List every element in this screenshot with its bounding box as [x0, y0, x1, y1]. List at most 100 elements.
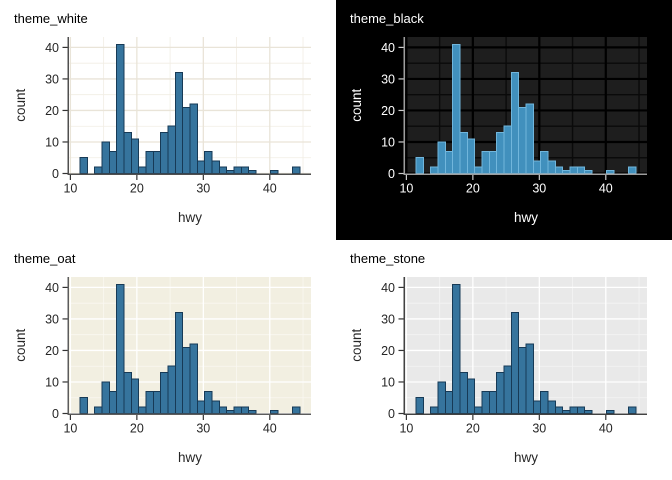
y-tick-label: 20	[45, 104, 59, 118]
bar	[240, 166, 250, 174]
bar	[466, 378, 476, 415]
bar	[167, 125, 176, 174]
bar	[152, 150, 162, 174]
y-tick-label: 40	[381, 41, 395, 55]
bar	[174, 72, 184, 174]
x-tick-label: 10	[399, 422, 413, 436]
panel-theme_white: theme_white 10 20 30 40 0 10 20 30 40 hwy count	[0, 0, 336, 240]
bar	[415, 157, 424, 175]
bar	[547, 160, 556, 174]
bar	[233, 406, 242, 414]
panel-title-theme_black: theme_black	[350, 11, 424, 26]
x-axis-label: hwy	[514, 210, 538, 225]
bar	[218, 406, 228, 414]
panel-title-theme_white: theme_white	[14, 11, 88, 26]
bar	[415, 397, 424, 415]
histogram-bars	[79, 283, 301, 415]
bar	[123, 372, 132, 415]
x-axis-ticks: 10 20 30 40	[399, 415, 613, 436]
bar	[240, 406, 250, 414]
x-tick-label: 30	[196, 182, 210, 196]
bar	[532, 160, 542, 174]
bar	[628, 406, 637, 414]
y-tick-label: 30	[381, 312, 395, 326]
bar	[182, 346, 191, 414]
panel-theme_oat: theme_oat 10 20 30 40 0 10 20 30 40 hwy count	[0, 240, 336, 480]
x-tick-label: 20	[130, 422, 144, 436]
bar	[196, 400, 206, 414]
histogram-bars	[79, 43, 301, 175]
bar	[488, 150, 498, 174]
x-tick-label: 20	[466, 182, 480, 196]
bar	[503, 365, 512, 414]
y-axis-label: count	[13, 328, 28, 361]
bar	[123, 132, 132, 175]
bar	[459, 132, 468, 175]
bar	[108, 150, 118, 174]
bar	[606, 409, 615, 415]
x-tick-label: 30	[532, 422, 546, 436]
y-tick-label: 0	[388, 167, 395, 181]
bar	[518, 346, 527, 414]
bar	[444, 150, 454, 174]
panel-theme_black: theme_black 10 20 30 40 0 10 20 30 40 hwy count	[336, 0, 672, 240]
x-tick-label: 30	[532, 182, 546, 196]
bar	[108, 390, 118, 414]
x-tick-label: 10	[399, 182, 413, 196]
bar	[481, 390, 490, 414]
x-tick-label: 10	[63, 422, 77, 436]
y-tick-label: 10	[381, 375, 395, 389]
y-axis-label: count	[13, 88, 28, 121]
y-tick-label: 10	[381, 135, 395, 149]
x-tick-label: 10	[63, 182, 77, 196]
y-axis-ticks: 0 10 20 30 40	[381, 41, 404, 181]
bar	[496, 132, 505, 175]
bar	[211, 160, 220, 174]
panel-title-theme_stone: theme_stone	[350, 251, 426, 266]
x-tick-label: 40	[263, 182, 277, 196]
bar	[518, 106, 527, 174]
bar	[101, 381, 110, 414]
y-tick-label: 10	[45, 375, 59, 389]
bar	[525, 103, 534, 174]
bar	[270, 169, 279, 175]
x-axis-label: hwy	[178, 210, 202, 225]
bar	[116, 43, 125, 174]
bar	[226, 169, 235, 175]
x-tick-label: 30	[196, 422, 210, 436]
bar	[116, 283, 125, 414]
bar	[292, 406, 301, 414]
bar	[160, 132, 169, 175]
bar	[474, 166, 483, 174]
bar	[79, 397, 88, 415]
bar	[584, 409, 593, 415]
x-tick-label: 20	[466, 422, 480, 436]
y-tick-label: 30	[45, 312, 59, 326]
bar	[576, 406, 586, 414]
histogram-bars	[415, 283, 637, 415]
y-axis-label: count	[349, 328, 364, 361]
y-tick-label: 20	[381, 344, 395, 358]
y-tick-label: 30	[381, 72, 395, 86]
bar	[204, 390, 213, 414]
panel-title-theme_oat: theme_oat	[14, 251, 76, 266]
x-axis-ticks: 10 20 30 40	[63, 415, 277, 436]
histogram-theme_black: 10 20 30 40 0 10 20 30 40 hwy count	[349, 37, 647, 225]
bar	[459, 372, 468, 415]
bar	[474, 406, 483, 414]
bar	[204, 150, 213, 174]
x-axis-ticks: 10 20 30 40	[63, 175, 277, 196]
bar	[540, 150, 549, 174]
y-tick-label: 40	[45, 281, 59, 295]
bar	[174, 312, 184, 414]
bar	[292, 166, 301, 174]
bar	[130, 138, 140, 175]
bar	[532, 400, 542, 414]
bar	[569, 166, 578, 174]
y-tick-label: 40	[381, 281, 395, 295]
bar	[138, 166, 147, 174]
bar	[437, 141, 446, 174]
x-tick-label: 40	[263, 422, 277, 436]
y-tick-label: 0	[52, 167, 59, 181]
